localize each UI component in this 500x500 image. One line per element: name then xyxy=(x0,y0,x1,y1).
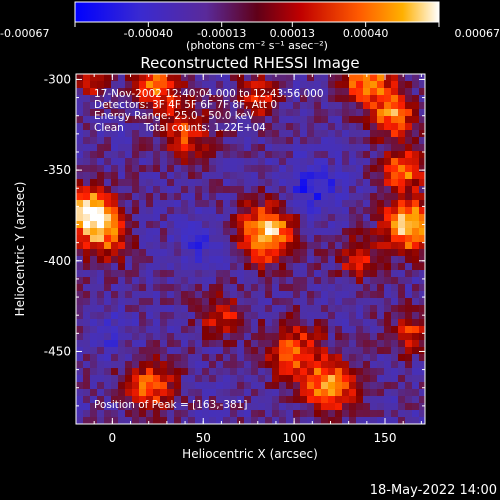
y-tick-label: -350 xyxy=(44,163,71,177)
colorbar-tick-label: 0.00013 xyxy=(270,27,316,40)
colorbar-tick-label: -0.00067 xyxy=(0,27,49,40)
y-tick-label: -300 xyxy=(44,72,71,86)
heatmap-image xyxy=(76,74,425,424)
x-tick-label: 0 xyxy=(109,431,117,445)
colorbar-tick-label: -0.00040 xyxy=(124,27,173,40)
colorbar-tick-label: 0.00040 xyxy=(343,27,389,40)
colorbar-ticks: -0.00067 -0.00040 -0.00013 0.00013 0.00040 0.… xyxy=(0,22,500,40)
chart-title: Reconstructed RHESSI Image xyxy=(140,54,359,72)
annotation-energy-range: Energy Range: 25.0 - 50.0 keV xyxy=(94,110,255,122)
plot-frame xyxy=(75,73,426,425)
x-axis-label: Heliocentric X (arcsec) xyxy=(182,447,318,461)
y-tick-label: -400 xyxy=(44,254,71,268)
annotation-time-range: 17-Nov-2002 12:40:04.000 to 12:43:56.000 xyxy=(94,88,324,100)
x-axis: 0 50 100 150 xyxy=(93,74,422,445)
peak-position-label: Position of Peak = [163,-381] xyxy=(94,399,248,411)
colorbar xyxy=(74,1,440,23)
annotation-detectors: Detectors: 3F 4F 5F 6F 7F 8F, Att 0 xyxy=(94,99,277,111)
y-axis: -300 -350 -400 -450 xyxy=(44,72,425,407)
colorbar-tick-label: -0.00013 xyxy=(197,27,246,40)
colorbar-tick-label: 0.00067 xyxy=(455,27,500,40)
x-tick-label: 100 xyxy=(283,431,306,445)
annotation-clean-counts: Clean Total counts: 1.22E+04 xyxy=(94,122,266,134)
x-tick-label: 50 xyxy=(196,431,211,445)
colorbar-unit-label: (photons cm⁻² s⁻¹ asec⁻²) xyxy=(186,39,328,52)
y-tick-label: -450 xyxy=(44,344,71,358)
x-tick-label: 150 xyxy=(374,431,397,445)
footer-date: 18-May-2022 14:00 xyxy=(370,483,497,498)
y-axis-label: Heliocentric Y (arcsec) xyxy=(13,182,27,317)
